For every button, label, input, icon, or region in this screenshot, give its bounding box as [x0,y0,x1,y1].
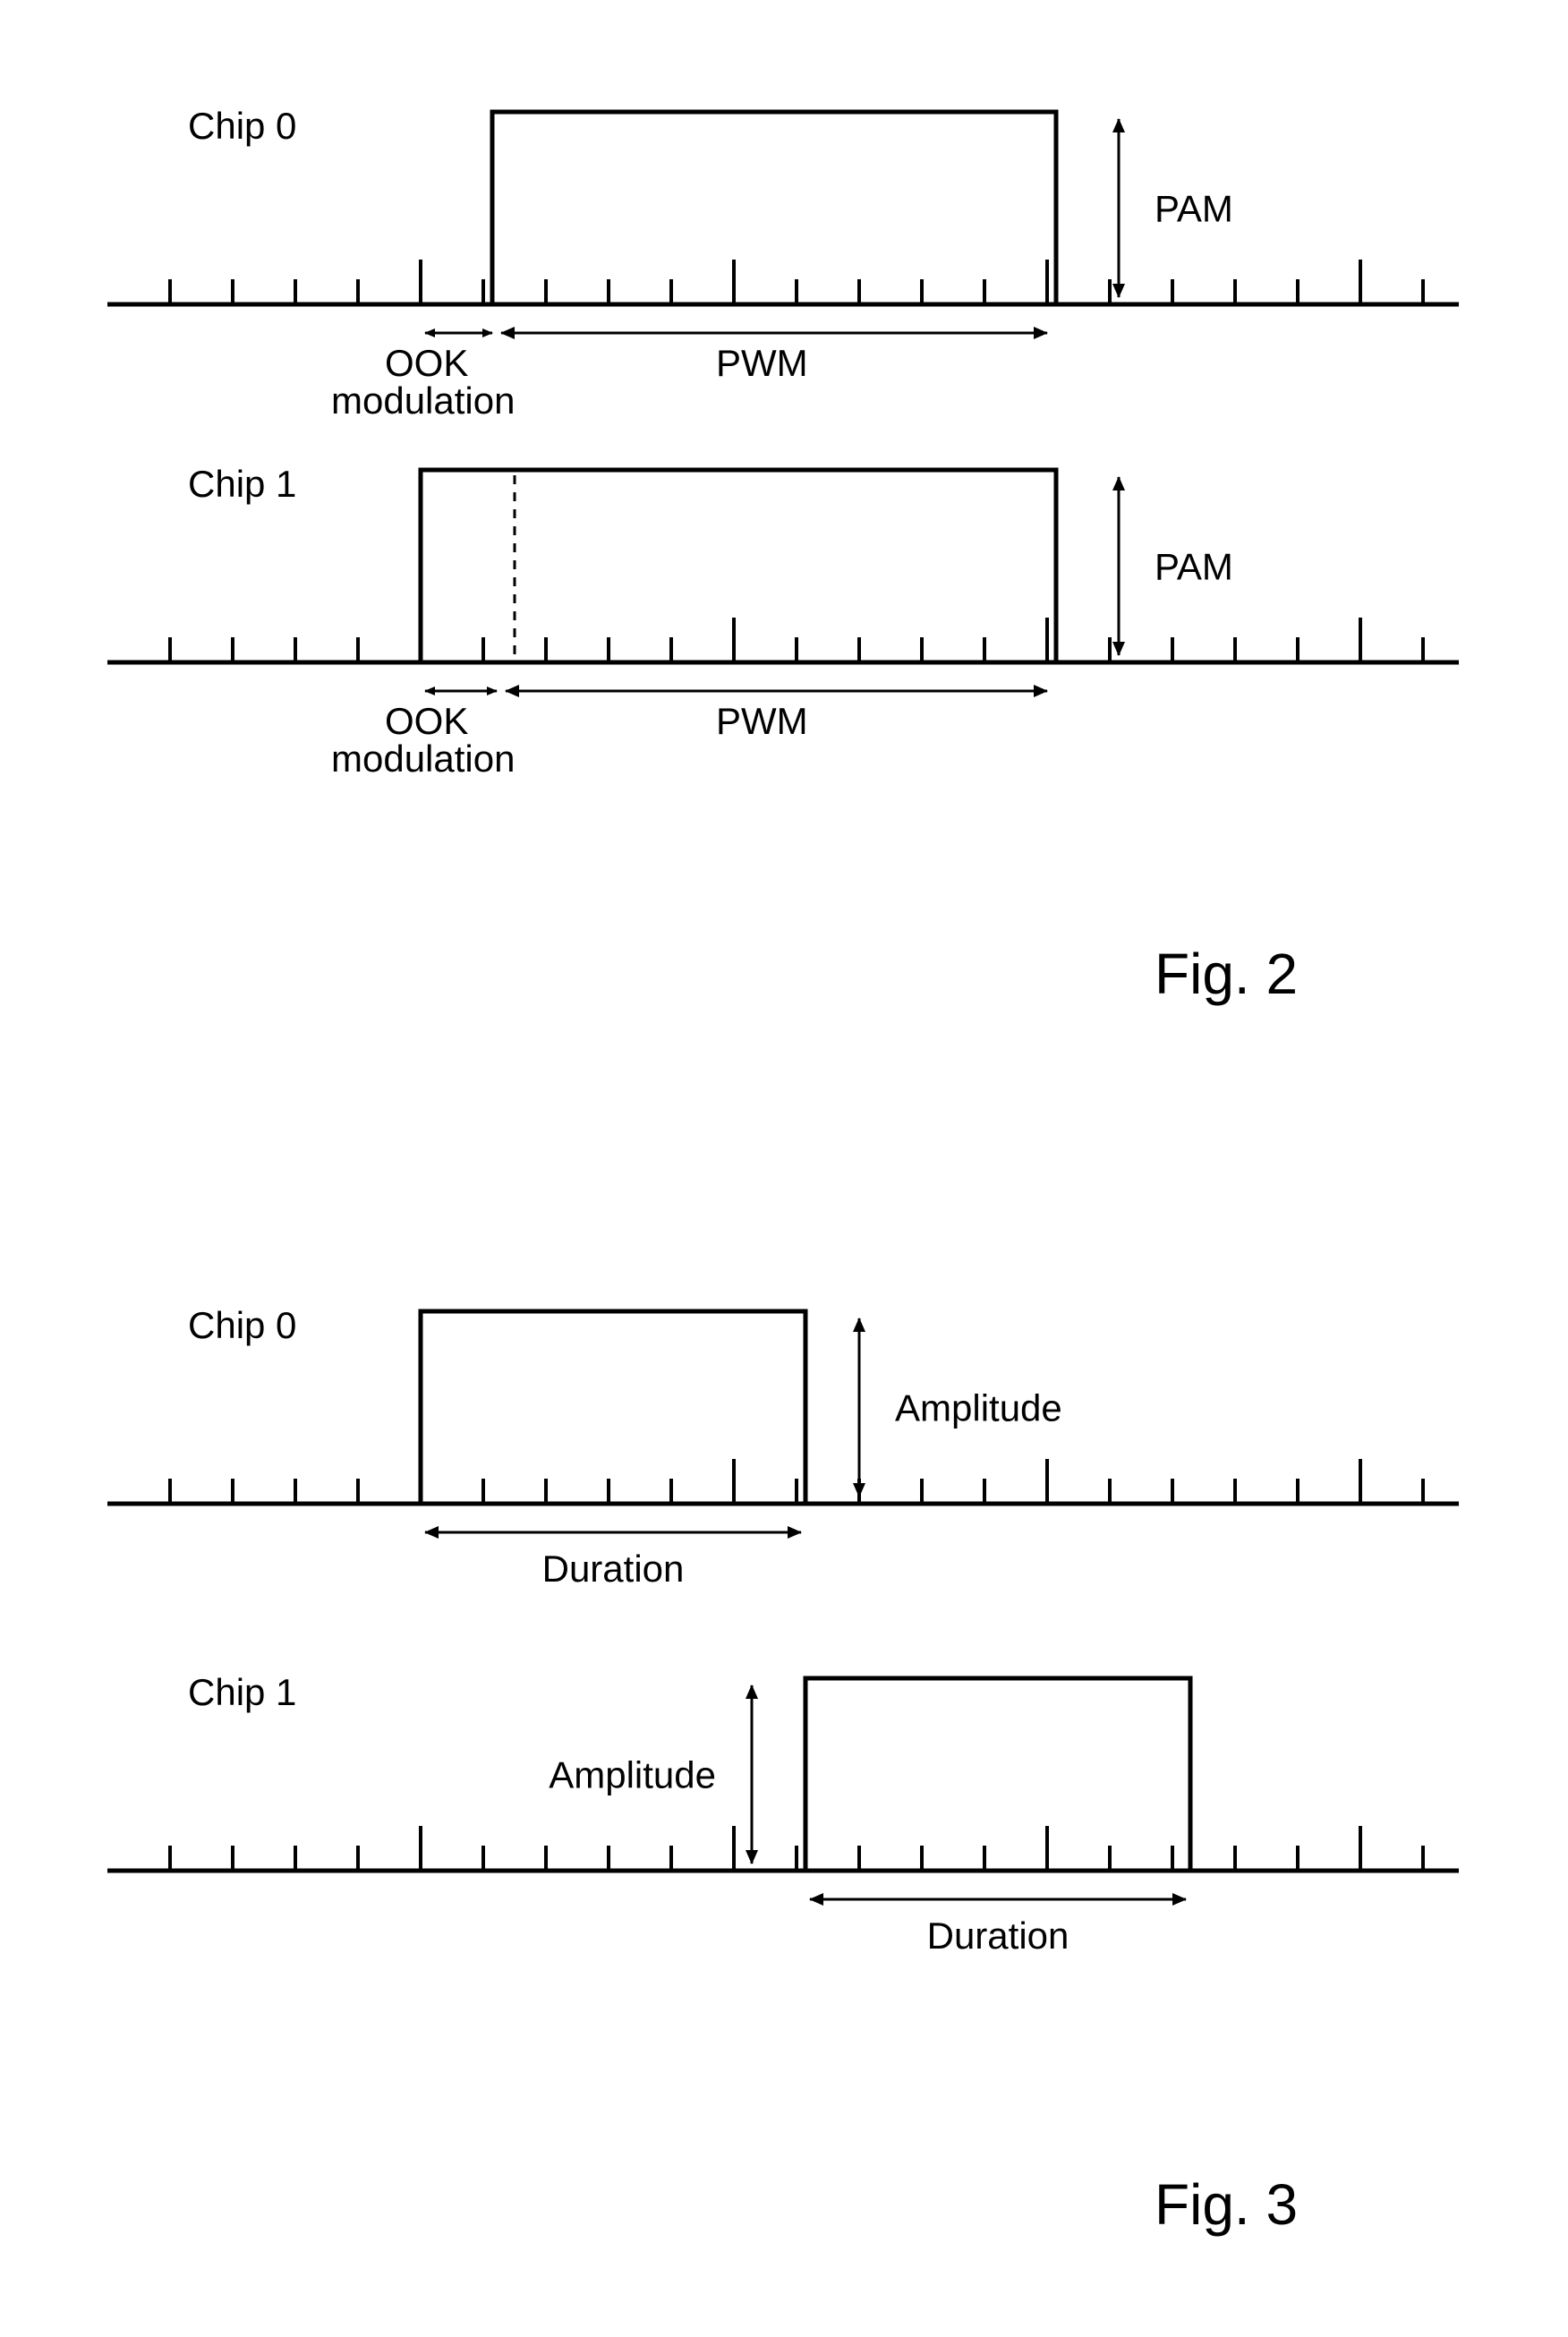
fig3-chip0-duration-label: Duration [542,1548,685,1590]
fig3-chip0-pulse [421,1311,805,1504]
fig3-chip1-duration-label: Duration [927,1915,1069,1957]
fig2-chip1-modulation-label: modulation [331,738,515,780]
fig2-chip0-pwm-label: PWM [716,342,808,384]
fig2-chip1-ook-label: OOK [385,700,468,742]
fig3-chip0-amplitude-label: Amplitude [895,1387,1062,1429]
figure-2-caption: Fig. 2 [1155,942,1298,1006]
fig2-chip0-label: Chip 0 [188,105,296,147]
fig2-chip1-label: Chip 1 [188,463,296,505]
fig2-chip0-modulation-label: modulation [331,380,515,422]
fig3-chip1-label: Chip 1 [188,1671,296,1713]
diagram-svg: Chip 0OOKmodulationPWMPAMChip 1OOKmodula… [0,0,1568,2333]
fig3-chip1-amplitude-label: Amplitude [549,1754,716,1796]
fig2-chip1-pwm-label: PWM [716,700,808,742]
fig2-chip0-pulse [492,112,1056,304]
fig3-chip1-pulse [805,1678,1190,1871]
fig2-chip1-pam-label: PAM [1155,546,1233,588]
fig2-chip0-ook-label: OOK [385,342,468,384]
fig3-chip0-label: Chip 0 [188,1304,296,1346]
figure-3-caption: Fig. 3 [1155,2172,1298,2237]
fig2-chip0-pam-label: PAM [1155,188,1233,230]
